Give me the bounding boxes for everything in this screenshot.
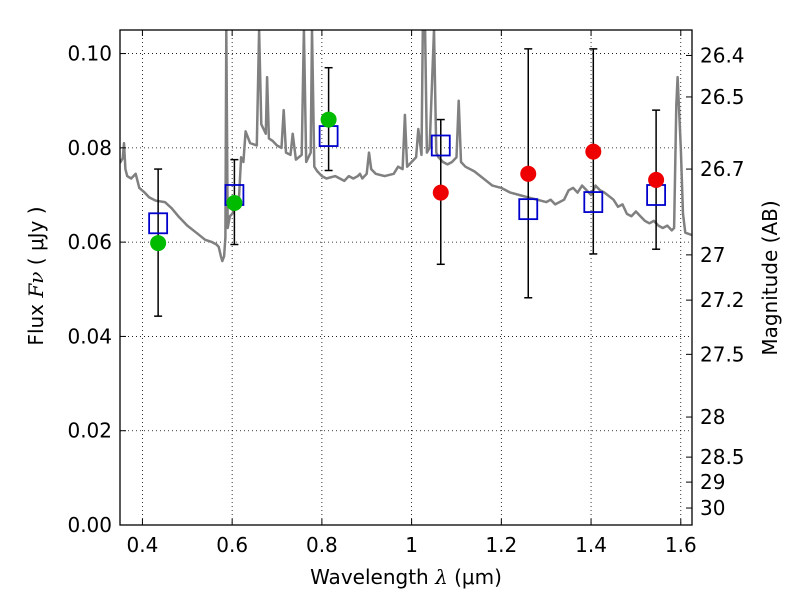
x-axis-label: Wavelength λ (μm) — [310, 565, 502, 589]
red-data-point — [432, 184, 449, 201]
right-tick-label: 30 — [700, 496, 725, 520]
model-square-marker — [430, 134, 451, 157]
plot-area — [120, 30, 692, 317]
x-tick-label: 1.2 — [485, 533, 517, 557]
right-tick-label: 28 — [700, 405, 725, 429]
plot-frame — [119, 29, 693, 526]
y-axis-label: Flux Fν ( μJy ) — [24, 206, 48, 345]
x-tick-label: 1.4 — [575, 533, 607, 557]
green-data-point — [150, 235, 167, 252]
x-tick-label: 0.8 — [306, 533, 338, 557]
x-tick-label: 0.6 — [216, 533, 248, 557]
grid-lines — [120, 30, 692, 526]
model-square-marker — [518, 198, 539, 221]
y-tick-label: 0.00 — [67, 513, 112, 537]
red-data-point — [585, 143, 602, 160]
axis-ticks: 0.4 0.6 0.8 1 1.2 1.4 1.6 0.00 0.02 0.04 0.06 0.08 0… — [67, 30, 745, 557]
right-tick-label: 27 — [700, 243, 725, 267]
model-square-marker — [583, 191, 604, 213]
x-tick-label: 1 — [405, 533, 418, 557]
right-tick-label: 29 — [700, 470, 725, 494]
green-data-point — [226, 195, 243, 212]
right-tick-label: 26.7 — [700, 157, 745, 181]
red-data-point — [520, 165, 537, 182]
y-tick-label: 0.10 — [67, 42, 112, 66]
y-tick-label: 0.08 — [67, 136, 112, 160]
y-tick-label: 0.04 — [67, 324, 112, 348]
right-tick-label: 28.5 — [700, 445, 745, 469]
right-axis-label: Magnitude (AB) — [758, 200, 782, 355]
right-tick-label: 26.5 — [700, 85, 745, 109]
x-tick-label: 1.6 — [665, 533, 697, 557]
right-tick-label: 27.5 — [700, 342, 745, 366]
right-tick-label: 27.2 — [700, 288, 745, 312]
red-data-point — [648, 171, 665, 188]
right-tick-label: 26.4 — [700, 43, 745, 67]
y-tick-label: 0.02 — [67, 419, 112, 443]
model-square-marker — [148, 212, 169, 235]
x-tick-label: 0.4 — [127, 533, 159, 557]
spectrum-line — [120, 30, 692, 263]
y-tick-label: 0.06 — [67, 230, 112, 254]
green-data-point — [320, 111, 337, 128]
